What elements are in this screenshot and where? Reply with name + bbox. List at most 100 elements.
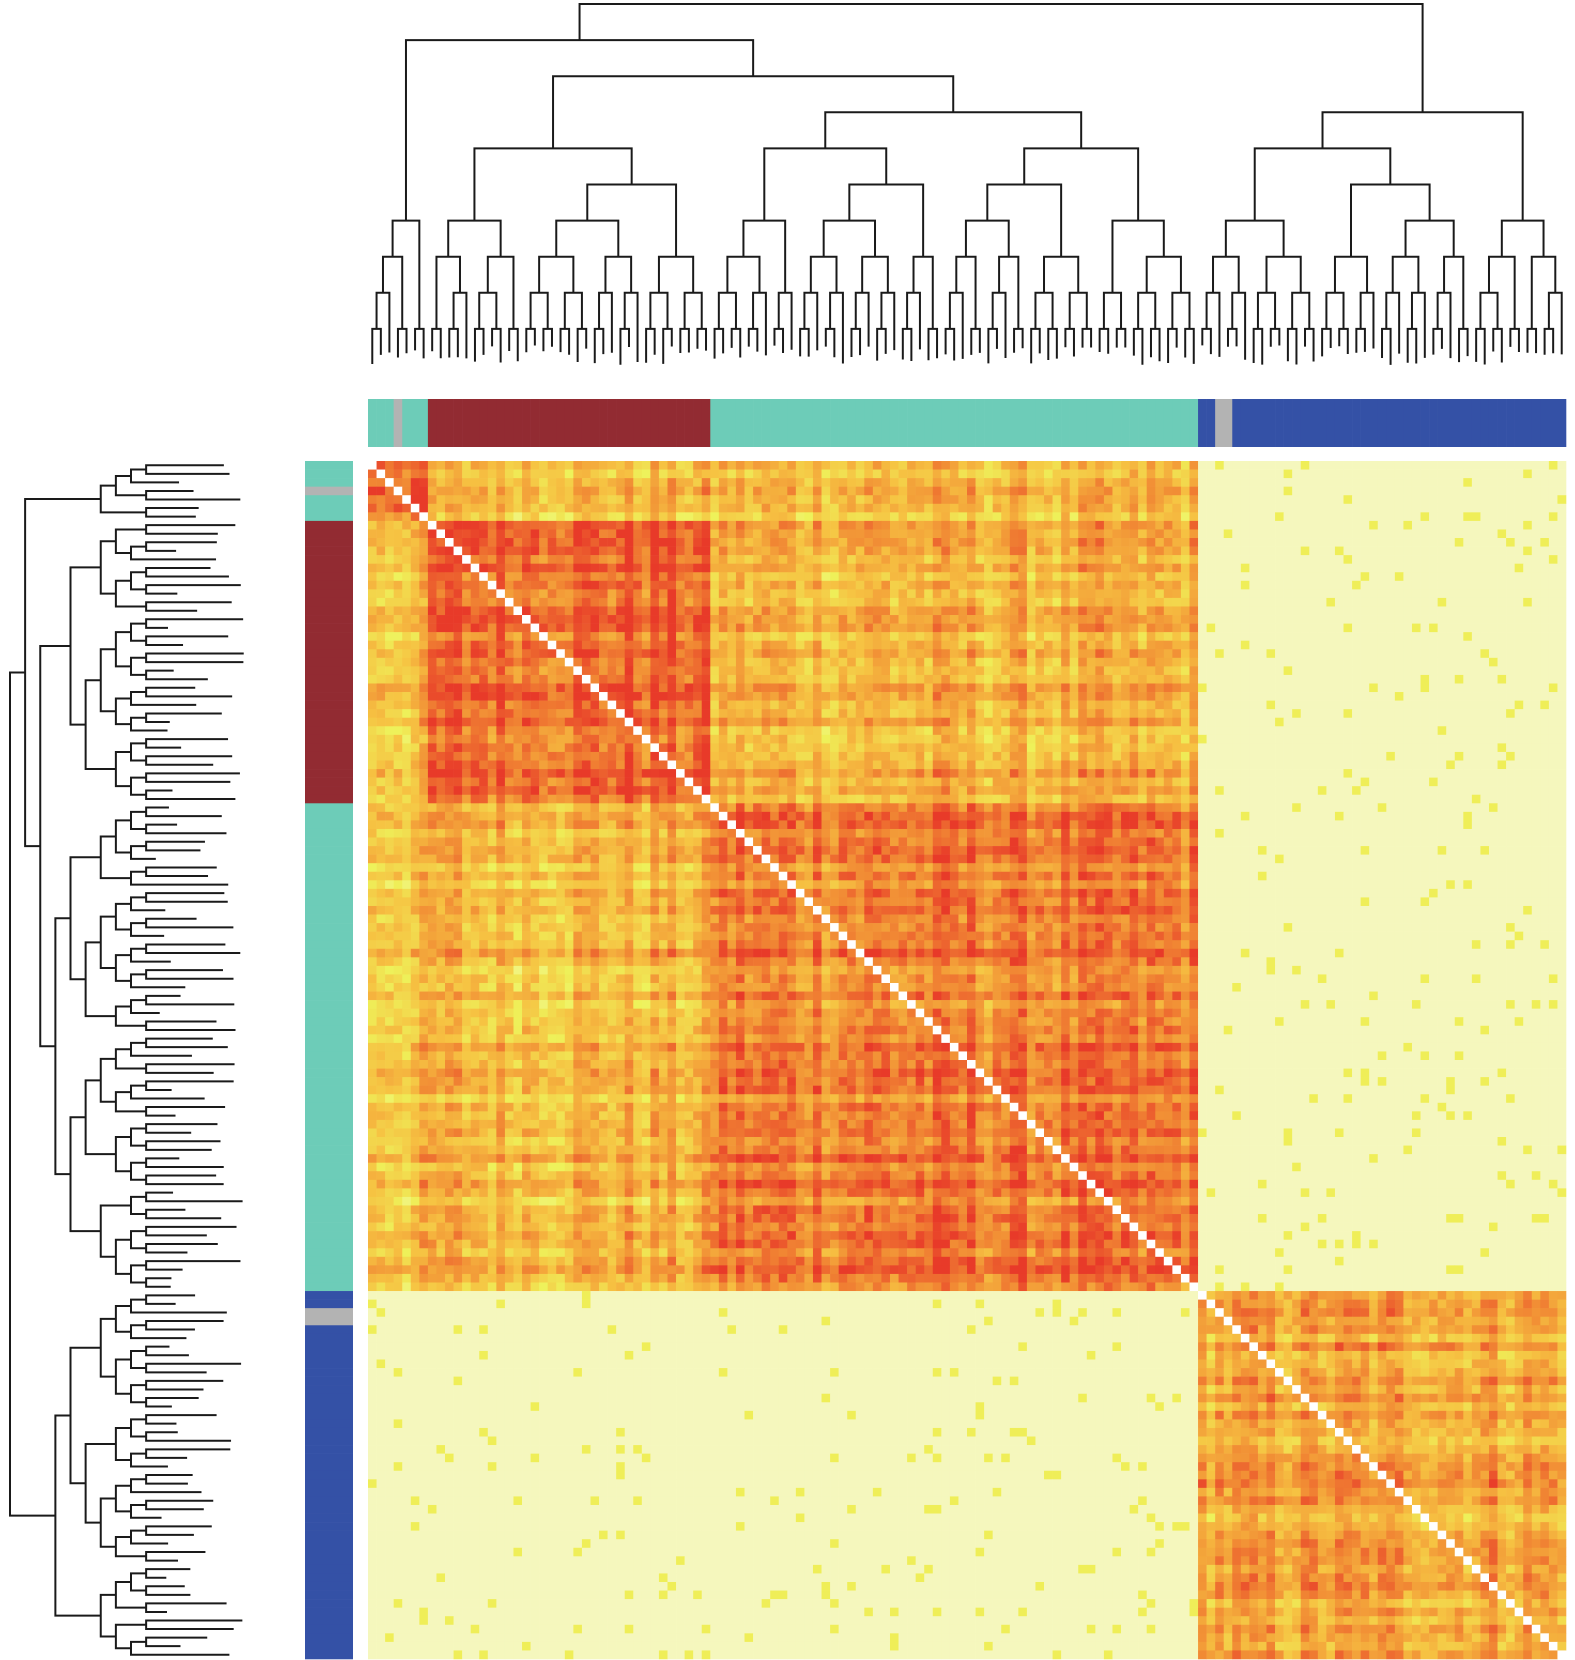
- heatmap-cell: [1488, 632, 1498, 641]
- heatmap-cell: [830, 597, 839, 607]
- heatmap-cell: [1429, 512, 1438, 522]
- heatmap-cell: [795, 512, 805, 522]
- heatmap-cell: [453, 538, 463, 547]
- heatmap-cell: [1283, 503, 1293, 513]
- row-annotation-cell: [305, 623, 353, 633]
- heatmap-cell: [1112, 555, 1122, 564]
- heatmap-cell: [1009, 546, 1019, 556]
- heatmap-cell: [1232, 529, 1242, 539]
- heatmap-cell: [1326, 529, 1336, 539]
- heatmap-cell: [419, 649, 429, 659]
- heatmap-cell: [1394, 503, 1404, 513]
- heatmap-cell: [1180, 538, 1190, 547]
- heatmap-cell: [616, 503, 626, 513]
- heatmap-cell: [1497, 597, 1507, 607]
- heatmap-cell: [1189, 700, 1199, 710]
- heatmap-cell: [1155, 495, 1165, 505]
- heatmap-cell: [1317, 692, 1327, 701]
- heatmap-cell: [898, 649, 908, 659]
- heatmap-cell: [693, 469, 703, 479]
- heatmap-cell: [727, 529, 737, 539]
- heatmap-cell: [368, 717, 377, 727]
- heatmap-cell: [975, 709, 985, 719]
- heatmap-cell: [830, 520, 839, 530]
- heatmap-cell: [1403, 717, 1413, 727]
- heatmap-cell: [590, 597, 600, 607]
- heatmap-cell: [1129, 461, 1139, 470]
- heatmap-cell: [1112, 520, 1122, 530]
- dendrogram-branch: [130, 656, 147, 676]
- heatmap-cell: [804, 469, 814, 479]
- heatmap-cell: [581, 546, 591, 556]
- row-annotation-cell: [305, 1479, 353, 1489]
- heatmap-cell: [795, 495, 805, 505]
- heatmap-cell: [1001, 717, 1011, 727]
- heatmap-cell: [1523, 580, 1533, 590]
- heatmap-cell: [889, 666, 899, 676]
- heatmap-cell: [539, 683, 548, 693]
- heatmap-cell: [624, 692, 634, 701]
- heatmap-cell: [1086, 529, 1096, 539]
- heatmap-cell: [881, 606, 891, 616]
- heatmap-cell: [1249, 649, 1259, 659]
- heatmap-cell: [1026, 538, 1036, 547]
- heatmap-cell: [1095, 717, 1105, 727]
- dendrogram-branch: [559, 327, 571, 355]
- heatmap-cell: [581, 461, 591, 470]
- heatmap-cell: [479, 709, 489, 719]
- heatmap-cell: [1069, 640, 1079, 650]
- heatmap-cell: [616, 538, 626, 547]
- heatmap-cell: [1292, 461, 1302, 470]
- heatmap-cell: [1103, 520, 1113, 530]
- heatmap-cell: [967, 640, 976, 650]
- heatmap-cell: [1360, 555, 1370, 564]
- row-annotation-cell: [305, 1128, 353, 1138]
- heatmap-cell: [975, 478, 985, 487]
- heatmap-cell: [1420, 563, 1430, 573]
- heatmap-cell: [496, 726, 506, 736]
- heatmap-cell: [402, 580, 412, 590]
- heatmap-cell: [1095, 649, 1105, 659]
- heatmap-cell: [992, 649, 1002, 659]
- heatmap-cell: [1343, 580, 1353, 590]
- heatmap-cell: [1198, 717, 1207, 727]
- heatmap-cell: [761, 640, 771, 650]
- heatmap-cell: [667, 649, 677, 659]
- heatmap-cell: [564, 726, 574, 736]
- heatmap-cell: [1497, 461, 1507, 470]
- heatmap-cell: [368, 529, 377, 539]
- heatmap-cell: [838, 589, 848, 599]
- heatmap-cell: [872, 674, 882, 684]
- heatmap-cell: [941, 555, 951, 564]
- heatmap-cell: [684, 589, 694, 599]
- heatmap-cell: [1061, 563, 1070, 573]
- heatmap-cell: [402, 666, 412, 676]
- heatmap-cell: [932, 726, 942, 736]
- heatmap-cell: [470, 674, 480, 684]
- row-annotation-cell: [305, 1504, 353, 1514]
- heatmap-cell: [1488, 589, 1498, 599]
- heatmap-cell: [1121, 615, 1130, 624]
- heatmap-cell: [1369, 546, 1379, 556]
- heatmap-cell: [1506, 520, 1515, 530]
- heatmap-cell: [1300, 572, 1310, 582]
- heatmap-cell: [1223, 538, 1233, 547]
- heatmap-cell: [607, 692, 617, 701]
- heatmap-cell: [1326, 512, 1336, 522]
- heatmap-cell: [744, 597, 754, 607]
- heatmap-cell: [445, 572, 454, 582]
- heatmap-cell: [1403, 580, 1413, 590]
- heatmap-cell: [479, 632, 489, 641]
- heatmap-cell: [718, 632, 728, 641]
- heatmap-cell: [975, 538, 985, 547]
- heatmap-cell: [830, 529, 839, 539]
- heatmap-cell: [847, 461, 857, 470]
- heatmap-cell: [1001, 606, 1011, 616]
- heatmap-cell: [1215, 469, 1225, 479]
- heatmap-cell: [556, 520, 566, 530]
- heatmap-cell: [1069, 726, 1079, 736]
- heatmap-cell: [710, 572, 720, 582]
- row-annotation-cell: [305, 1094, 353, 1104]
- heatmap-cell: [924, 563, 934, 573]
- dendrogram-branch: [114, 1358, 131, 1395]
